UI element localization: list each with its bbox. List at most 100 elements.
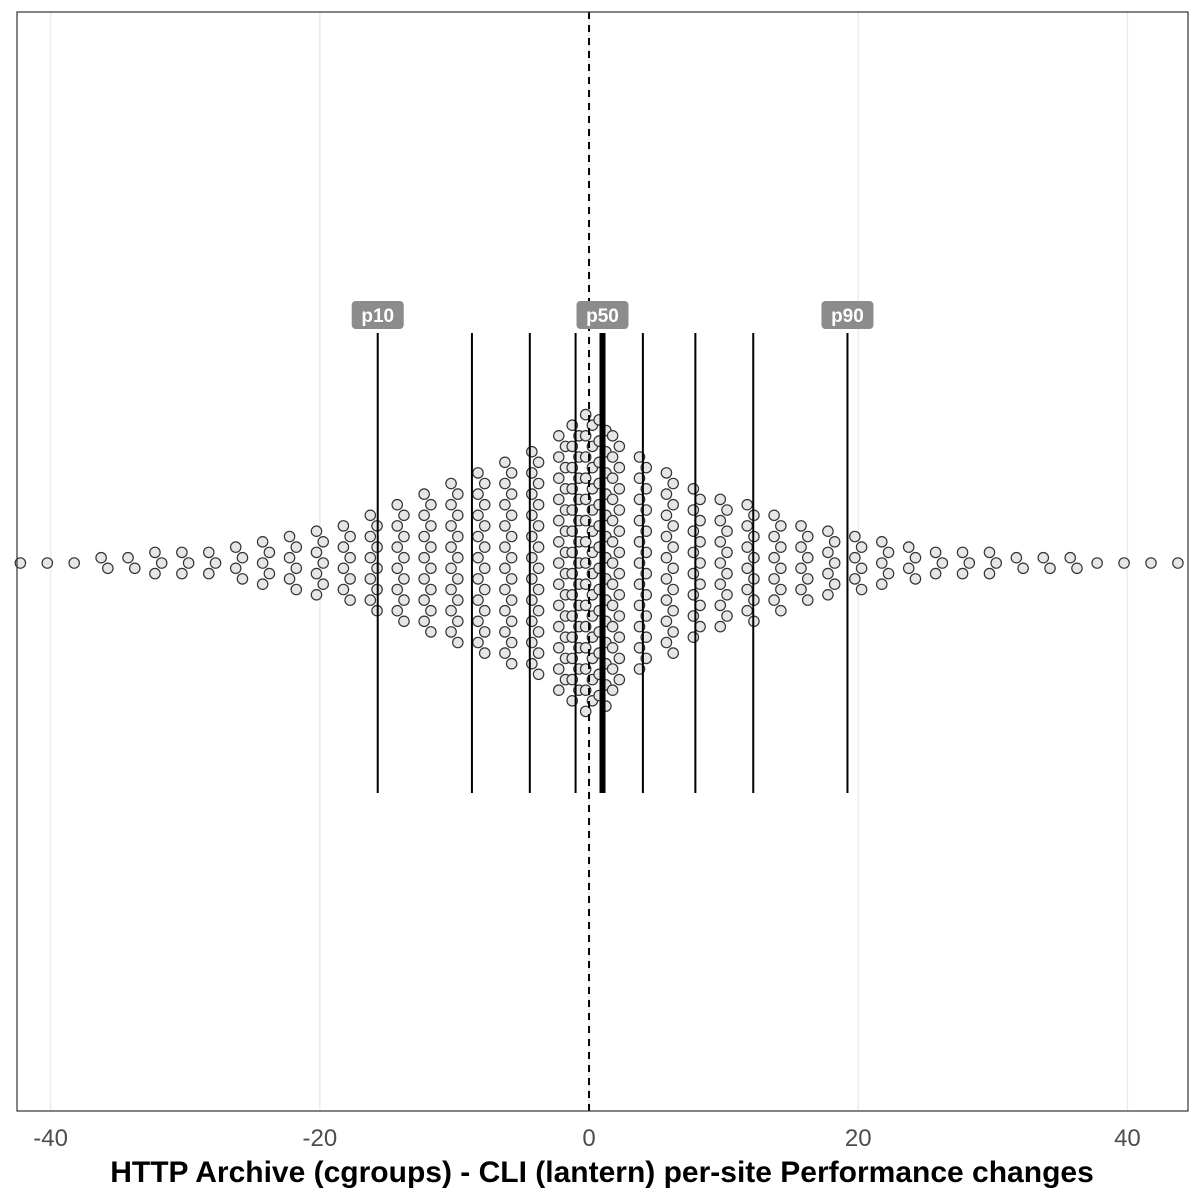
data-point <box>667 562 679 575</box>
data-point <box>795 520 807 532</box>
data-point <box>472 467 484 479</box>
data-point <box>418 573 430 585</box>
data-point <box>660 509 673 522</box>
data-point <box>452 488 464 500</box>
data-point <box>775 583 787 596</box>
data-point <box>613 461 626 474</box>
data-point <box>283 551 296 564</box>
data-point <box>445 520 457 532</box>
data-point <box>472 530 484 543</box>
data-point <box>801 594 814 606</box>
data-point <box>532 541 545 553</box>
data-point <box>344 530 356 543</box>
data-point <box>902 541 915 553</box>
data-point <box>828 578 841 590</box>
data-point <box>956 546 969 559</box>
data-point <box>613 588 626 601</box>
data-point <box>445 477 457 490</box>
data-point <box>714 493 727 506</box>
data-point <box>613 567 626 580</box>
data-point <box>795 583 807 596</box>
data-point <box>606 663 619 675</box>
data-point <box>694 535 706 548</box>
data-point <box>472 509 484 522</box>
data-point <box>499 626 511 638</box>
data-point <box>122 551 134 564</box>
data-point <box>317 557 330 569</box>
data-point <box>499 583 511 596</box>
data-point <box>478 626 491 638</box>
data-point <box>499 498 511 511</box>
data-point <box>929 546 942 559</box>
data-point <box>660 636 673 649</box>
data-point <box>505 488 518 500</box>
data-point <box>660 594 673 606</box>
data-point <box>741 541 753 553</box>
data-point <box>398 615 410 628</box>
data-point <box>283 530 296 543</box>
data-point <box>398 594 410 606</box>
data-point <box>929 567 942 580</box>
data-point <box>667 541 679 553</box>
data-point <box>445 583 457 596</box>
data-point <box>526 488 538 500</box>
data-point <box>741 498 753 511</box>
data-point <box>452 636 464 649</box>
data-point <box>452 615 464 628</box>
data-point <box>613 652 626 665</box>
percentile-lines <box>376 333 849 793</box>
data-point <box>694 514 706 527</box>
data-point <box>660 530 673 543</box>
data-point <box>741 562 753 575</box>
data-point <box>606 620 619 633</box>
data-point <box>532 626 545 638</box>
data-point <box>768 530 780 543</box>
data-point <box>14 557 27 569</box>
data-point <box>606 493 619 506</box>
data-point <box>290 562 303 575</box>
data-point <box>613 673 626 686</box>
data-point <box>472 615 484 628</box>
data-point <box>526 636 538 649</box>
data-point <box>526 657 538 670</box>
data-point <box>472 551 484 564</box>
data-point <box>425 520 437 532</box>
percentile-labels: p10 p50 p90 <box>351 301 874 329</box>
data-point <box>613 610 626 622</box>
percentile-label-p50: p50 <box>576 301 629 329</box>
label-box <box>821 301 874 329</box>
data-point <box>364 573 377 585</box>
data-point <box>855 583 868 596</box>
percentile-label-text: p10 <box>361 306 394 327</box>
data-point <box>505 636 518 649</box>
data-point <box>532 456 545 469</box>
data-point <box>95 551 107 564</box>
data-point <box>398 551 410 564</box>
data-point <box>667 477 679 490</box>
data-point <box>902 562 915 575</box>
data-point <box>478 541 491 553</box>
data-point <box>532 604 545 617</box>
data-point <box>452 530 464 543</box>
data-point <box>499 456 511 469</box>
data-point <box>1091 557 1103 569</box>
data-point <box>660 467 673 479</box>
data-point <box>418 488 430 500</box>
data-point <box>1118 557 1130 569</box>
data-point <box>337 562 350 575</box>
data-point <box>526 467 538 479</box>
data-point <box>721 525 733 537</box>
data-point <box>263 546 276 559</box>
data-point <box>418 530 430 543</box>
data-point <box>714 620 727 633</box>
data-point <box>801 551 814 564</box>
x-tick-label: -40 <box>33 1125 68 1152</box>
data-point <box>229 562 242 575</box>
data-point <box>398 573 410 585</box>
data-point <box>310 525 323 537</box>
data-point <box>936 557 949 569</box>
data-point <box>875 578 888 590</box>
data-point <box>822 546 834 559</box>
percentile-label-p90: p90 <box>821 301 874 329</box>
data-point <box>317 578 330 590</box>
